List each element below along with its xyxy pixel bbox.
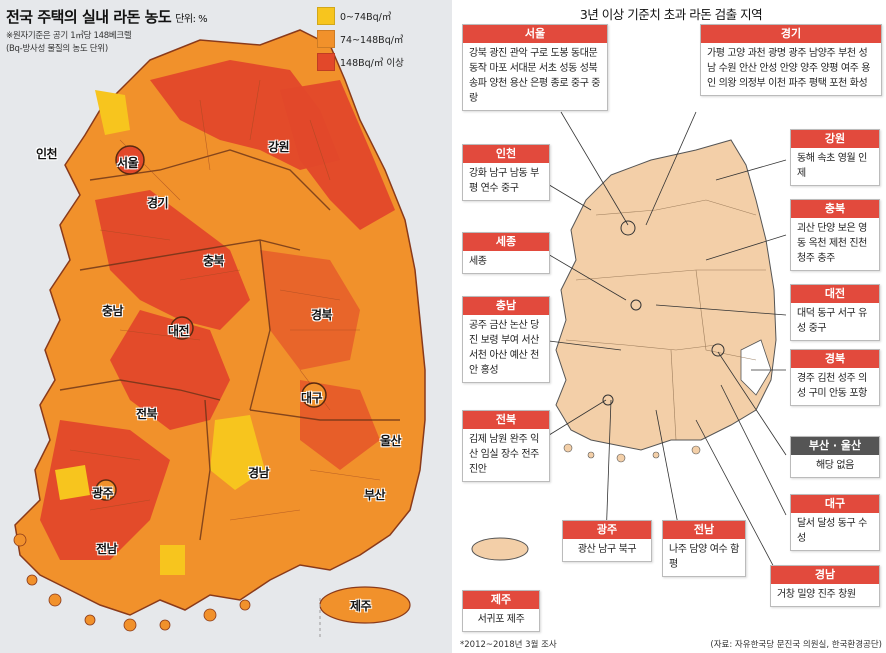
region-label-busan: 부산 — [364, 488, 386, 502]
region-label-jeju: 제주 — [350, 599, 372, 613]
exceedance-title: 3년 이상 기준치 초과 라돈 검출 지역 — [579, 7, 763, 22]
korea-radon-map — [13, 29, 426, 640]
legend-swatch — [317, 53, 335, 71]
box-body: 광산 남구 북구 — [577, 544, 637, 555]
legend-label: 0~74Bq/㎥ — [340, 12, 392, 23]
map-legend: 0~74Bq/㎥ 74~148Bq/㎥ 148Bq/㎥ 이상 — [317, 6, 439, 75]
region-label-jeonbuk: 전북 — [136, 407, 158, 421]
box-jeju: 제주 서귀포 제주 — [462, 590, 540, 632]
region-label-gyeongnam: 경남 — [248, 466, 270, 480]
region-label-chungnam: 충남 — [102, 304, 124, 318]
box-gwangju: 광주 광산 남구 북구 — [562, 520, 652, 562]
gwangju-outline — [95, 479, 117, 501]
box-head: 부산 · 울산 — [791, 437, 879, 455]
box-body: 나주 담양 여수 함평 — [669, 544, 739, 570]
exceedance-map — [471, 111, 787, 591]
box-jeonbuk: 전북 김제 남원 완주 익산 임실 장수 전주 진안 — [462, 410, 550, 482]
box-seoul: 서울 강북 광진 관악 구로 도봉 동대문 동작 마포 서대문 서초 성동 성북… — [462, 24, 608, 111]
legend-label: 74~148Bq/㎥ — [340, 35, 404, 46]
box-body: 강화 남구 남동 부평 연수 중구 — [469, 168, 539, 194]
daegu-outline — [301, 382, 327, 408]
box-chungbuk: 충북 괴산 단양 보은 영동 옥천 제천 진천 청주 충주 — [790, 199, 880, 271]
box-body: 가평 고양 과천 광명 광주 남양주 부천 성남 수원 안산 안성 안양 양주 … — [707, 48, 871, 89]
map-unit: 단위: % — [175, 14, 208, 25]
box-head: 대전 — [791, 285, 879, 303]
box-head: 서울 — [463, 25, 607, 43]
region-label-ulsan: 울산 — [380, 434, 402, 448]
box-body: 거창 밀양 진주 창원 — [777, 589, 856, 600]
map-note-1: ※원자기준은 공기 1㎥당 148베크렐 — [6, 31, 132, 41]
legend-item-low: 0~74Bq/㎥ — [317, 6, 439, 26]
legend-swatch — [317, 30, 335, 48]
box-head: 전북 — [463, 411, 549, 429]
region-label-gyeongbuk: 경북 — [311, 308, 333, 322]
jeju-island — [471, 537, 529, 561]
region-label-chungbuk: 충북 — [203, 254, 225, 268]
box-head: 제주 — [463, 591, 539, 609]
box-incheon: 인천 강화 남구 남동 부평 연수 중구 — [462, 144, 550, 201]
legend-label: 148Bq/㎥ 이상 — [340, 58, 404, 69]
box-head: 세종 — [463, 233, 549, 251]
box-head: 광주 — [563, 521, 651, 539]
map-title: 전국 주택의 실내 라돈 농도 단위: % — [6, 6, 208, 27]
peninsula-shape — [555, 139, 777, 451]
box-body: 동해 속초 영월 인제 — [797, 153, 867, 179]
source-credit: (자료: 자유한국당 문진국 의원실, 한국환경공단) — [710, 640, 882, 650]
box-body: 경주 김천 성주 의성 구미 안동 포항 — [797, 373, 867, 399]
box-body: 김제 남원 완주 익산 임실 장수 전주 진안 — [469, 434, 539, 475]
radon-concentration-map-panel: 전국 주택의 실내 라돈 농도 단위: % ※원자기준은 공기 1㎥당 148베크… — [0, 0, 452, 653]
panel-divider — [452, 0, 456, 653]
box-gyeongbuk: 경북 경주 김천 성주 의성 구미 안동 포항 — [790, 349, 880, 406]
box-body: 해당 없음 — [816, 460, 854, 471]
box-body: 서귀포 제주 — [477, 614, 525, 625]
legend-item-mid: 74~148Bq/㎥ — [317, 29, 439, 49]
region-label-gyeonggi: 경기 — [147, 196, 169, 210]
daejeon-marker — [630, 299, 642, 311]
box-gangwon: 강원 동해 속초 영월 인제 — [790, 129, 880, 186]
region-label-gangwon: 강원 — [268, 140, 290, 154]
gwangju-marker — [602, 394, 614, 406]
box-head: 경기 — [701, 25, 881, 43]
box-head: 충남 — [463, 297, 549, 315]
legend-swatch — [317, 7, 335, 25]
box-busan-ulsan: 부산 · 울산 해당 없음 — [790, 436, 880, 478]
box-body: 세종 — [469, 256, 487, 267]
map-title-text: 전국 주택의 실내 라돈 농도 — [6, 8, 172, 26]
box-head: 대구 — [791, 495, 879, 513]
box-gyeonggi: 경기 가평 고양 과천 광명 광주 남양주 부천 성남 수원 안산 안성 안양 … — [700, 24, 882, 96]
box-sejong: 세종 세종 — [462, 232, 550, 274]
box-jeonnam: 전남 나주 담양 여수 함평 — [662, 520, 746, 577]
daejeon-outline — [170, 316, 194, 340]
box-head: 강원 — [791, 130, 879, 148]
box-body: 달서 달성 동구 수성 — [797, 518, 867, 544]
box-body: 강북 광진 관악 구로 도봉 동대문 동작 마포 서대문 서초 성동 성북 송파… — [469, 48, 601, 104]
box-head: 충북 — [791, 200, 879, 218]
box-body: 공주 금산 논산 당진 보령 부여 서산 서천 아산 예산 천안 홍성 — [469, 320, 539, 376]
box-head: 인천 — [463, 145, 549, 163]
box-head: 경남 — [771, 566, 879, 584]
radon-exceedance-panel: 3년 이상 기준치 초과 라돈 검출 지역 서울 강북 광진 관악 구로 도봉 … — [456, 0, 886, 653]
box-gyeongnam: 경남 거창 밀양 진주 창원 — [770, 565, 880, 607]
box-body: 괴산 단양 보은 영동 옥천 제천 진천 청주 충주 — [797, 223, 867, 264]
region-label-jeonnam: 전남 — [96, 542, 118, 556]
seoul-outline — [115, 145, 145, 175]
box-head: 전남 — [663, 521, 745, 539]
box-daegu: 대구 달서 달성 동구 수성 — [790, 494, 880, 551]
region-label-seoul: 서울 — [117, 156, 139, 170]
daegu-marker — [711, 343, 725, 357]
legend-item-high: 148Bq/㎥ 이상 — [317, 52, 439, 72]
box-body: 대덕 동구 서구 유성 중구 — [797, 308, 867, 334]
region-label-daegu: 대구 — [301, 391, 323, 405]
region-label-daejeon: 대전 — [168, 324, 190, 338]
busan-ulsan-area — [740, 339, 772, 396]
box-head: 경북 — [791, 350, 879, 368]
region-label-gwangju: 광주 — [92, 486, 114, 500]
survey-footnote: *2012~2018년 3월 조사 — [460, 640, 557, 650]
map-note-2: (Bq-방사성 물질의 농도 단위) — [6, 44, 108, 54]
region-label-incheon: 인천 — [36, 147, 58, 161]
box-daejeon: 대전 대덕 동구 서구 유성 중구 — [790, 284, 880, 341]
seoul-marker — [620, 220, 636, 236]
box-chungnam: 충남 공주 금산 논산 당진 보령 부여 서산 서천 아산 예산 천안 홍성 — [462, 296, 550, 383]
